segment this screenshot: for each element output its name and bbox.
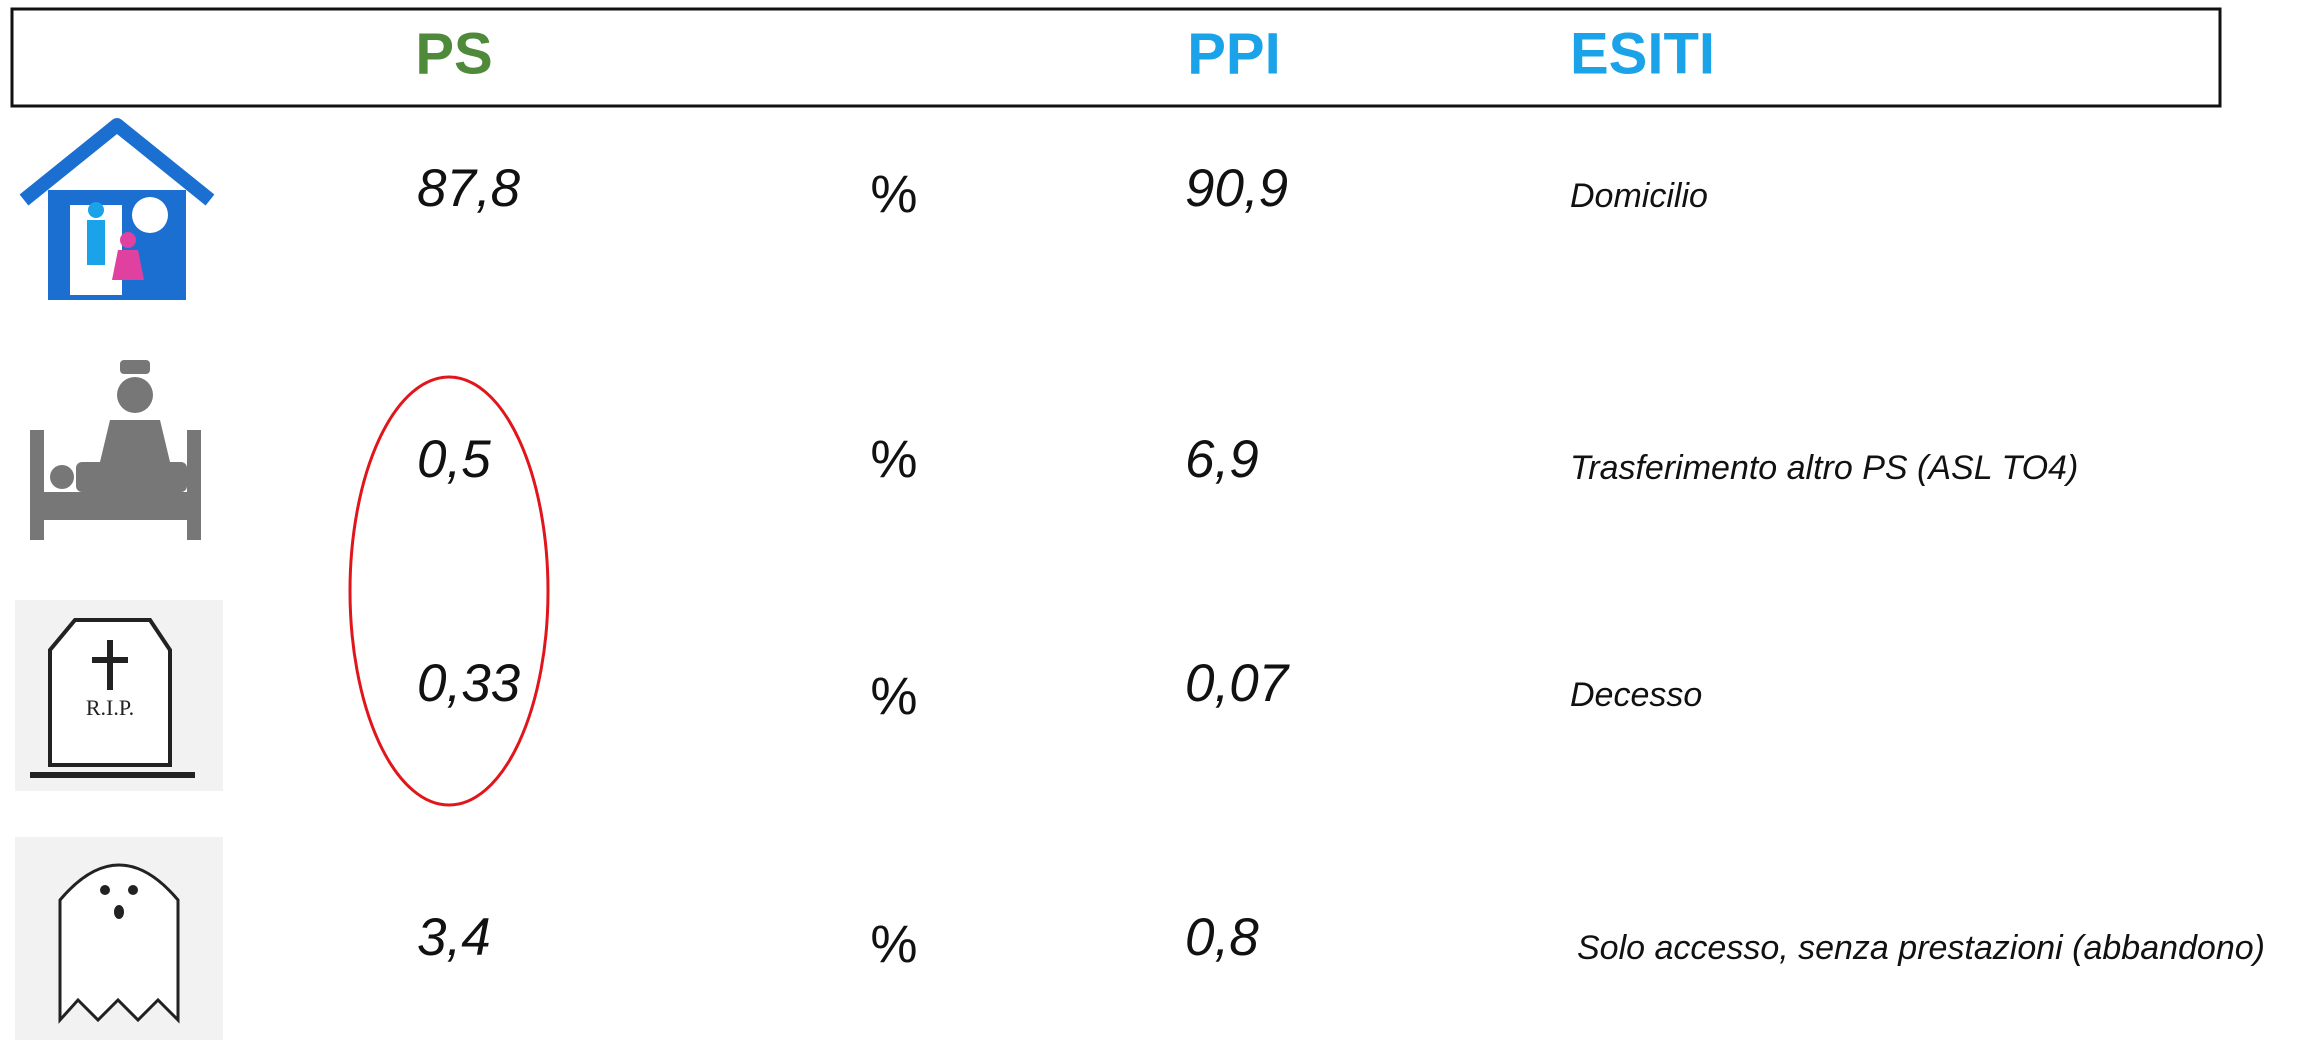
ppi-value: 6,9 (1185, 430, 1259, 489)
outcome: Decesso (1570, 676, 1702, 714)
unit: % (870, 430, 917, 489)
ppi-value: 90,9 (1185, 159, 1288, 218)
outcome: Domicilio (1570, 177, 1708, 215)
tombstone-label: R.I.P. (86, 695, 134, 720)
ps-value: 0,5 (417, 430, 491, 489)
outcome: Solo accesso, senza prestazioni (abbando… (1577, 929, 2265, 967)
outcome: Trasferimento altro PS (ASL TO4) (1570, 449, 2078, 487)
highlight-ellipse (348, 375, 550, 807)
ps-value: 3,4 (417, 908, 491, 967)
unit: % (870, 165, 917, 224)
tombstone-icon: R.I.P. (15, 600, 223, 791)
header-ps: PS (415, 21, 492, 86)
ps-value: 0,33 (417, 654, 521, 713)
header-box (10, 7, 2222, 108)
ppi-value: 0,07 (1185, 654, 1291, 713)
ps-value: 87,8 (417, 159, 521, 218)
header-esiti: ESITI (1570, 21, 1715, 86)
unit: % (870, 915, 917, 974)
ppi-value: 0,8 (1185, 908, 1259, 967)
ghost-icon (15, 837, 223, 1040)
header-ppi: PPI (1187, 21, 1281, 86)
unit: % (870, 667, 917, 726)
house-icon (19, 118, 215, 300)
bed-icon (30, 360, 201, 540)
